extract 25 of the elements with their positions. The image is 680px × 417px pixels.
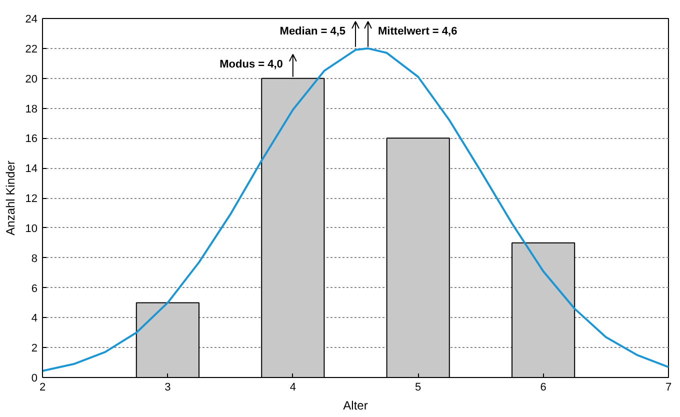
line-series [42,47,668,372]
x-tick-label: 5 [415,382,422,394]
x-tick-label: 4 [290,382,296,394]
y-tick-label: 6 [31,282,38,295]
y-tick-label: 24 [25,14,38,26]
y-tick-label: 4 [31,312,38,325]
x-axis-title: Alter [343,398,368,412]
x-tick-label: 3 [164,382,171,394]
y-tick-label: 8 [31,252,38,265]
y-tick-label: 18 [25,103,38,116]
annotation: Mittelwert = 4,6 [378,25,458,38]
annotation: Modus = 4,0 [220,58,283,70]
y-axis-title: Anzahl Kinder [3,160,18,236]
y-tick-label: 14 [25,163,38,176]
x-tick-label: 2 [39,382,46,394]
annotation: Median = 4,5 [280,25,346,38]
y-tick-label: 0 [31,372,38,384]
y-tick-label: 20 [25,73,38,86]
y-tick-label: 10 [25,222,38,235]
y-tick-label: 2 [31,342,38,355]
y-tick-label: 22 [25,43,38,56]
x-tick-label: 7 [665,382,672,394]
y-tick-label: 16 [25,133,38,146]
x-tick-label: 6 [540,382,546,394]
y-tick-label: 12 [25,193,38,205]
